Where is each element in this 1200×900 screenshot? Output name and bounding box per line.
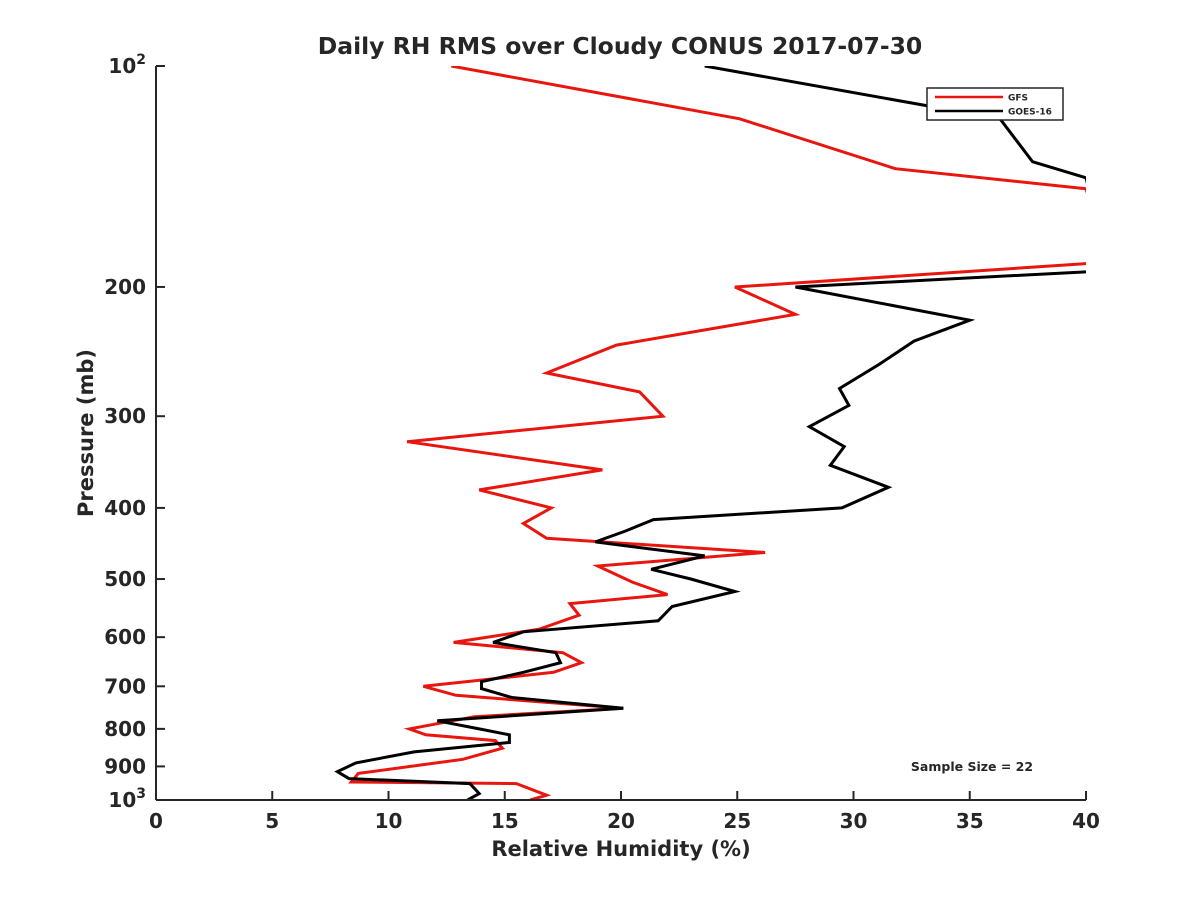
series-line-goes-16	[334, 66, 1086, 800]
x-ticks: 0 5 10 15 20 25 30 35 40	[149, 791, 1100, 833]
legend-box	[926, 87, 1064, 121]
y-tick-label: 102	[108, 52, 146, 78]
y-tick-label: 900	[104, 754, 146, 778]
x-tick-label: 0	[149, 809, 163, 833]
y-ticks: 102 200 300 400 500 600 700 800 900 103	[104, 52, 165, 812]
x-tick-label: 35	[956, 809, 984, 833]
y-tick-label: 200	[104, 275, 146, 299]
y-tick-label: 600	[104, 625, 146, 649]
legend: GFS GOES-16	[926, 87, 1064, 121]
y-tick-label: 103	[108, 786, 146, 812]
y-axis-label: Pressure (mb)	[74, 349, 98, 517]
axes	[155, 66, 1086, 801]
legend-label-gfs: GFS	[1008, 94, 1028, 104]
y-tick-label: 500	[104, 567, 146, 591]
x-tick-label: 5	[265, 809, 279, 833]
chart-title: Daily RH RMS over Cloudy CONUS 2017-07-3…	[318, 32, 923, 60]
x-tick-label: 10	[375, 809, 403, 833]
y-tick-label: 700	[104, 674, 146, 698]
x-tick-label: 25	[723, 809, 751, 833]
x-tick-label: 40	[1072, 809, 1100, 833]
series-layer	[334, 66, 1086, 800]
x-tick-label: 15	[491, 809, 519, 833]
x-axis-label: Relative Humidity (%)	[491, 837, 750, 861]
x-tick-label: 30	[840, 809, 868, 833]
legend-label-goes16: GOES-16	[1008, 108, 1052, 118]
y-tick-label: 400	[104, 496, 146, 520]
y-tick-label: 300	[104, 404, 146, 428]
series-line-gfs	[348, 66, 1086, 800]
sample-size-annotation: Sample Size = 22	[911, 759, 1033, 774]
x-tick-label: 20	[607, 809, 635, 833]
y-tick-label: 800	[104, 717, 146, 741]
